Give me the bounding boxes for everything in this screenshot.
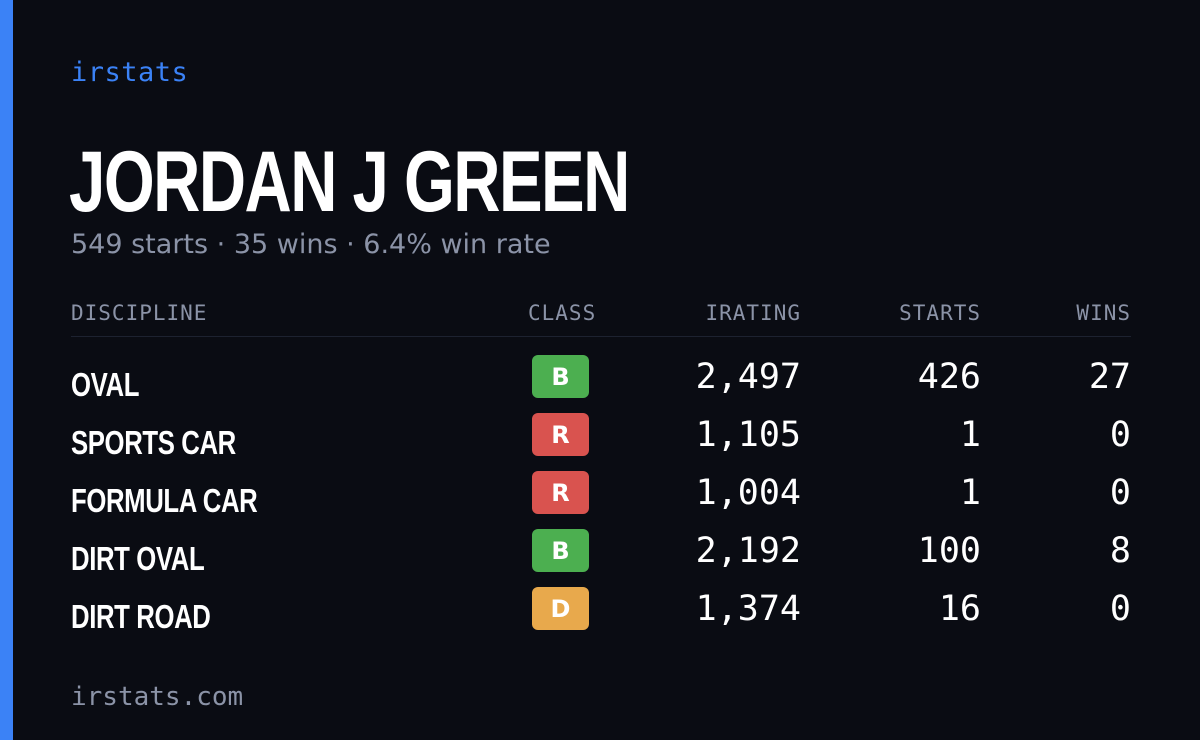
- table-row: OVAL B 2,497 426 27: [71, 353, 1131, 411]
- irating-value: 1,004: [695, 473, 801, 513]
- discipline-table: DISCIPLINE CLASS IRATING STARTS WINS OVA…: [71, 296, 1131, 643]
- brand-logo-text: irstats: [71, 57, 189, 88]
- class-badge: D: [532, 587, 589, 630]
- starts-value: 426: [917, 357, 981, 397]
- wins-value: 0: [1109, 589, 1131, 629]
- table-row: FORMULA CAR R 1,004 1 0: [71, 469, 1131, 527]
- discipline-name: FORMULA CAR: [71, 482, 258, 519]
- wins-value: 8: [1109, 531, 1131, 571]
- starts-value: 16: [938, 589, 981, 629]
- class-badge: R: [532, 413, 589, 456]
- table-body: OVAL B 2,497 426 27 SPORTS CAR R 1,105 1…: [71, 353, 1131, 643]
- irating-value: 1,105: [695, 415, 801, 455]
- header-wins: WINS: [1076, 301, 1131, 325]
- wins-value: 0: [1109, 473, 1131, 513]
- table-header: DISCIPLINE CLASS IRATING STARTS WINS: [71, 296, 1131, 337]
- irating-value: 2,192: [695, 531, 801, 571]
- irating-value: 2,497: [695, 357, 801, 397]
- starts-value: 100: [917, 531, 981, 571]
- discipline-name: SPORTS CAR: [71, 424, 236, 461]
- header-discipline: DISCIPLINE: [71, 301, 208, 325]
- class-badge: R: [532, 471, 589, 514]
- wins-value: 0: [1109, 415, 1131, 455]
- header-class: CLASS: [528, 301, 597, 325]
- table-row: DIRT OVAL B 2,192 100 8: [71, 527, 1131, 585]
- table-row: SPORTS CAR R 1,105 1 0: [71, 411, 1131, 469]
- class-badge: B: [532, 355, 589, 398]
- starts-value: 1: [959, 473, 981, 513]
- class-badge: B: [532, 529, 589, 572]
- header-irating: IRATING: [705, 301, 801, 325]
- starts-value: 1: [959, 415, 981, 455]
- accent-bar: [0, 0, 13, 740]
- footer-url: irstats.com: [71, 682, 244, 712]
- wins-value: 27: [1088, 357, 1131, 397]
- irating-value: 1,374: [695, 589, 801, 629]
- header-starts: STARTS: [899, 301, 981, 325]
- discipline-name: DIRT ROAD: [71, 598, 211, 635]
- discipline-name: DIRT OVAL: [71, 540, 205, 577]
- driver-summary: 549 starts · 35 wins · 6.4% win rate: [71, 229, 551, 260]
- discipline-name: OVAL: [71, 366, 140, 403]
- table-row: DIRT ROAD D 1,374 16 0: [71, 585, 1131, 643]
- driver-name: JORDAN J GREEN: [69, 134, 630, 230]
